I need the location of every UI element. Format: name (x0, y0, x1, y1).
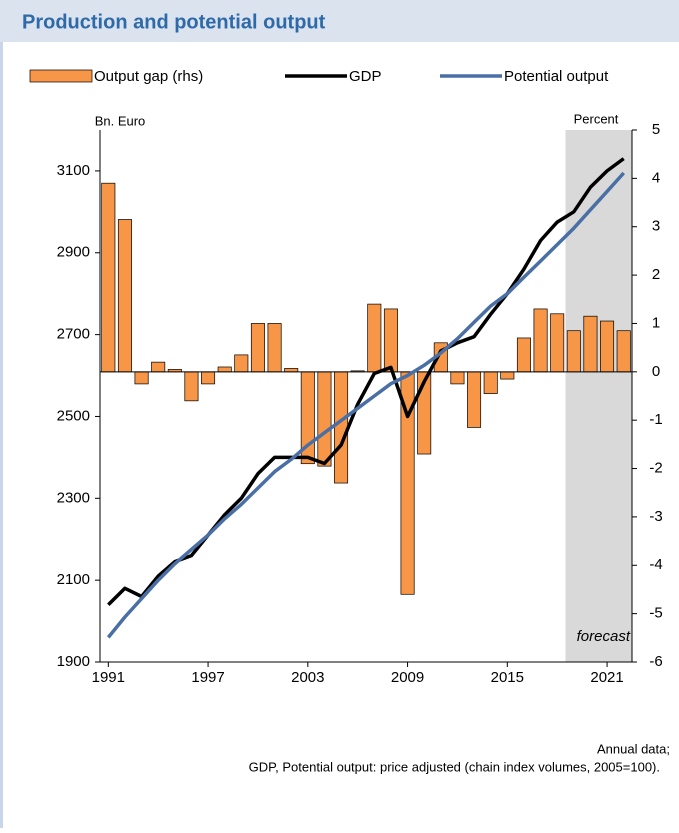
bar (267, 323, 282, 373)
bar (367, 303, 382, 373)
bar (317, 371, 332, 467)
y2-tick-label: -1 (649, 411, 662, 428)
legend-label: Potential output (504, 68, 609, 85)
bar (184, 371, 199, 402)
y2-tick-label: 2 (652, 266, 660, 283)
bar (250, 323, 265, 373)
legend-swatch (29, 69, 93, 83)
y-tick-label: 3100 (57, 162, 90, 179)
y2-tick-label: -6 (649, 653, 662, 670)
bar (450, 371, 465, 385)
y2-axis-label: Percent (574, 111, 619, 126)
y2-tick-label: 0 (652, 363, 660, 380)
line (106, 171, 625, 639)
bar (467, 371, 482, 428)
y-tick-label: 2300 (57, 489, 90, 506)
y-tick-label: 2100 (57, 571, 90, 588)
bar (284, 368, 299, 373)
bar (583, 315, 598, 373)
x-tick-label: 2021 (590, 669, 623, 686)
x-tick-label: 1991 (92, 669, 125, 686)
bar (234, 354, 249, 373)
x-tick-label: 1997 (191, 669, 224, 686)
annotation: forecast (577, 628, 631, 645)
y2-tick-label: 4 (652, 169, 660, 186)
bar (201, 371, 216, 385)
note: Annual data; (597, 741, 670, 756)
bar (117, 219, 132, 373)
chart-title: Production and potential output (22, 11, 326, 33)
bar (566, 330, 581, 373)
y2-tick-label: -2 (649, 460, 662, 477)
bar (134, 371, 149, 385)
y-tick-label: 2700 (57, 326, 90, 343)
y-tick-label: 2900 (57, 244, 90, 261)
y2-tick-label: -3 (649, 508, 662, 525)
y2-tick-label: 3 (652, 218, 660, 235)
bar (334, 371, 349, 484)
bar (101, 182, 116, 373)
line (107, 157, 625, 606)
bar (616, 330, 631, 373)
legend-label: GDP (349, 68, 382, 85)
y-tick-label: 2500 (57, 407, 90, 424)
bar (217, 366, 232, 373)
left-border (0, 0, 3, 828)
header-band (0, 0, 679, 42)
note: GDP, Potential output: price adjusted (c… (249, 759, 660, 774)
bar (500, 371, 515, 380)
bar (600, 320, 615, 373)
bar (516, 337, 531, 373)
y-tick-label: 1900 (57, 653, 90, 670)
x-tick-label: 2009 (391, 669, 424, 686)
bar (383, 308, 398, 373)
x-tick-label: 2015 (491, 669, 524, 686)
y2-tick-label: 5 (652, 121, 660, 138)
y2-tick-label: 1 (652, 314, 660, 331)
forecast-shade (565, 130, 632, 662)
bar (550, 313, 565, 373)
bar (483, 371, 498, 394)
y-axis-label: Bn. Euro (95, 113, 146, 128)
bar (533, 308, 548, 373)
y2-tick-label: -4 (649, 556, 662, 573)
y2-tick-label: -5 (649, 605, 662, 622)
legend-label: Output gap (rhs) (94, 68, 203, 85)
x-tick-label: 2003 (291, 669, 324, 686)
bar (151, 361, 166, 373)
